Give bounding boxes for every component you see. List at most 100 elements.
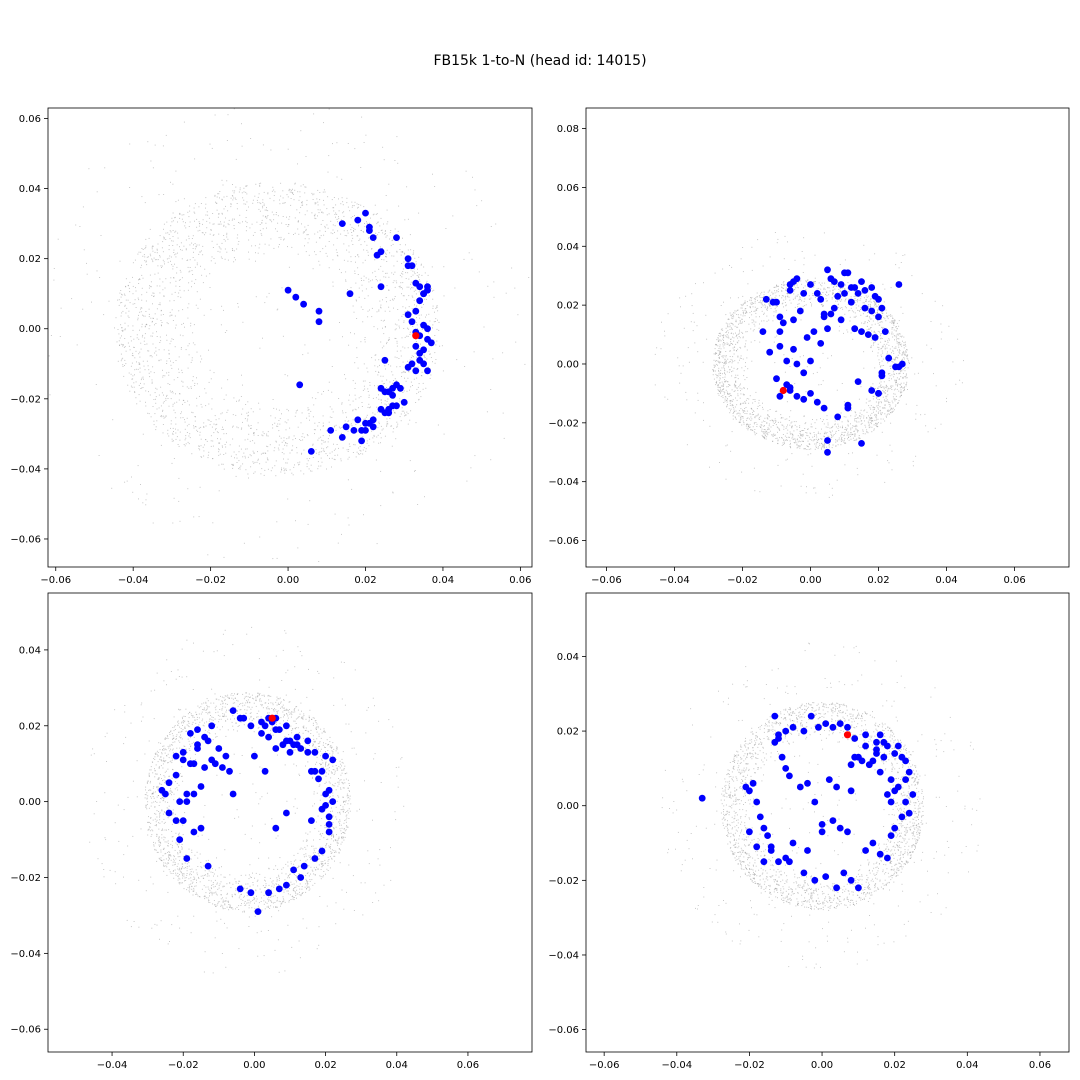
background-point — [847, 331, 849, 333]
background-point — [235, 199, 237, 200]
background-point — [155, 350, 157, 352]
background-point — [830, 432, 832, 433]
background-point — [831, 426, 833, 428]
background-point — [289, 191, 291, 193]
background-point — [764, 305, 766, 307]
background-point — [740, 304, 742, 306]
background-point — [342, 201, 344, 203]
background-point — [722, 397, 724, 399]
background-point — [226, 140, 228, 141]
background-point — [142, 360, 144, 362]
plot-area — [654, 232, 964, 498]
background-point — [386, 301, 387, 303]
background-point — [357, 254, 359, 256]
background-point — [834, 423, 836, 425]
background-point — [320, 436, 322, 438]
background-point — [169, 238, 171, 240]
background-point — [868, 328, 870, 330]
background-point — [876, 423, 878, 425]
background-point — [876, 415, 878, 417]
background-point — [151, 246, 153, 248]
background-point — [156, 248, 158, 250]
background-point — [873, 429, 875, 431]
background-point — [730, 408, 732, 410]
background-point — [196, 351, 198, 353]
background-point — [904, 386, 905, 388]
background-point — [885, 389, 887, 391]
background-point — [154, 144, 156, 146]
background-point — [757, 413, 759, 415]
background-point — [276, 521, 278, 523]
background-point — [328, 108, 330, 110]
background-point — [729, 404, 731, 406]
background-point — [880, 414, 882, 416]
background-point — [134, 374, 135, 376]
background-point — [417, 343, 419, 345]
background-point — [205, 392, 207, 394]
background-point — [696, 325, 698, 327]
background-point — [314, 203, 316, 205]
background-point — [221, 257, 223, 259]
background-point — [786, 432, 788, 434]
background-point — [749, 306, 751, 308]
background-point — [891, 408, 893, 410]
background-point — [795, 441, 797, 443]
background-point — [746, 418, 748, 419]
background-point — [854, 297, 856, 299]
background-point — [218, 490, 220, 492]
background-point — [749, 317, 750, 319]
background-point — [868, 400, 870, 402]
background-point — [781, 424, 783, 426]
background-point — [454, 287, 456, 289]
background-point — [350, 332, 351, 334]
background-point — [730, 327, 732, 329]
background-point — [429, 353, 431, 355]
background-point — [847, 421, 849, 423]
background-point — [246, 209, 248, 211]
background-point — [731, 404, 733, 406]
background-point — [796, 286, 798, 288]
background-point — [377, 366, 379, 368]
background-point — [159, 256, 161, 258]
background-point — [783, 258, 785, 260]
background-point — [764, 429, 766, 431]
background-point — [123, 344, 124, 346]
background-point — [294, 183, 296, 185]
background-point — [278, 246, 279, 248]
background-point — [284, 469, 286, 471]
background-point — [298, 233, 300, 235]
background-point — [324, 225, 326, 227]
background-point — [879, 362, 881, 363]
background-point — [775, 421, 776, 423]
background-point — [344, 420, 346, 422]
background-point — [300, 185, 302, 187]
background-point — [385, 404, 387, 406]
background-point — [894, 359, 896, 361]
background-point — [137, 253, 139, 255]
background-point — [901, 354, 903, 356]
background-point — [293, 466, 295, 468]
background-point — [386, 379, 388, 381]
background-point — [729, 329, 731, 330]
background-point — [773, 435, 775, 436]
background-point — [200, 265, 201, 267]
background-point — [875, 414, 877, 416]
background-point — [777, 442, 779, 444]
background-point — [360, 341, 362, 343]
background-point — [319, 230, 321, 232]
background-point — [138, 279, 139, 281]
background-point — [420, 314, 422, 316]
background-point — [868, 304, 870, 306]
background-point — [384, 326, 386, 328]
background-point — [187, 211, 189, 213]
background-point — [160, 314, 162, 316]
background-point — [806, 445, 808, 447]
background-point — [737, 395, 739, 397]
background-point — [222, 184, 224, 186]
background-point — [746, 310, 747, 312]
background-point — [859, 412, 861, 414]
background-point — [799, 436, 801, 438]
background-point — [302, 232, 304, 234]
background-point — [259, 229, 261, 231]
background-point — [873, 411, 874, 413]
